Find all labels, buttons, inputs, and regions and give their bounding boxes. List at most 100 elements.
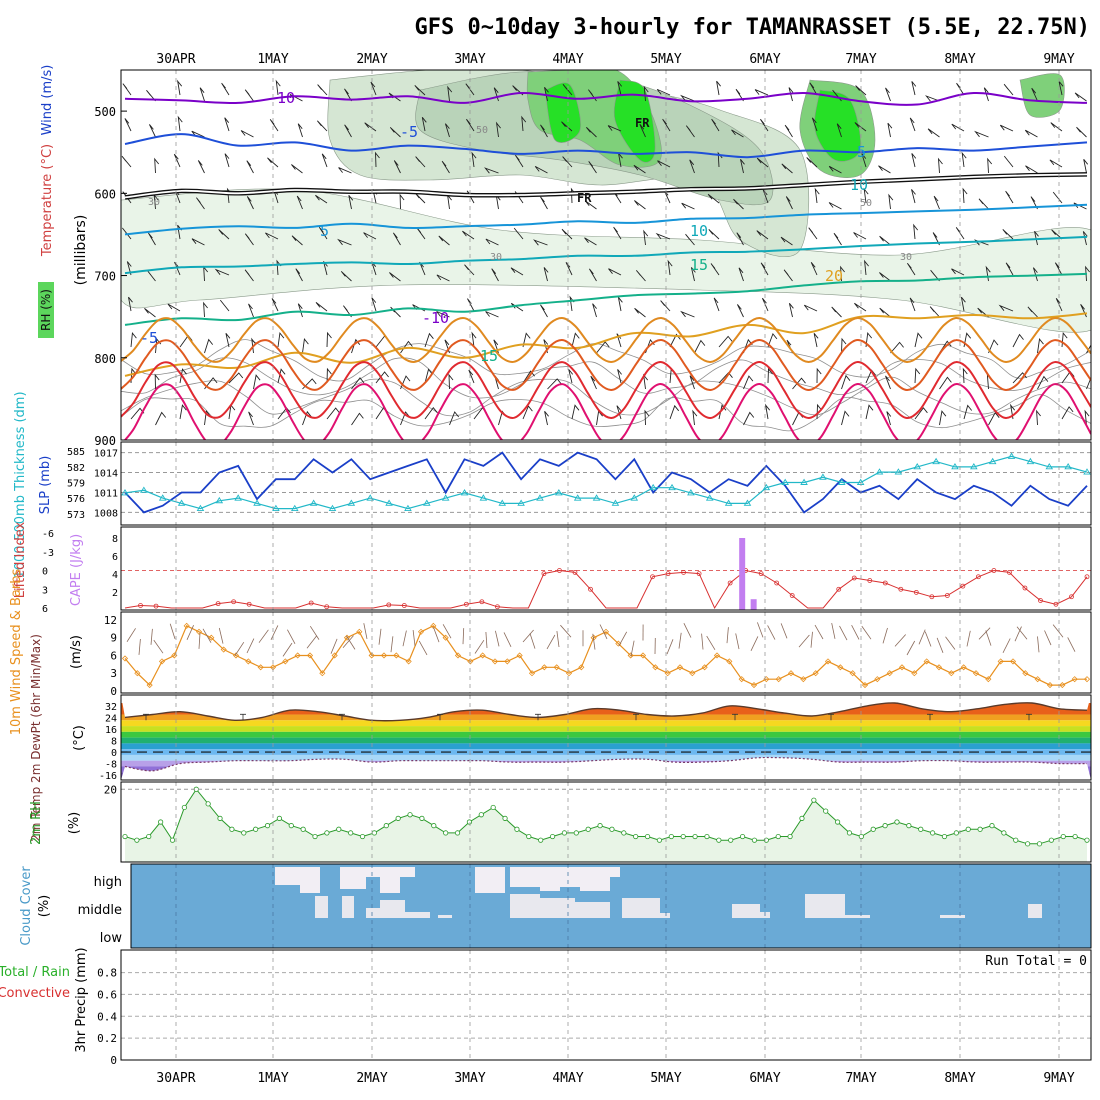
upper-wind-barb xyxy=(130,331,137,348)
wind-speed-point xyxy=(405,658,412,665)
thickness-point xyxy=(705,494,714,501)
rh-shade-region xyxy=(613,79,656,163)
cloud-middle xyxy=(805,894,845,918)
panel-frame-precip xyxy=(120,949,1092,1061)
upper-wind-barb xyxy=(655,232,671,240)
thickness-point xyxy=(724,499,733,506)
wind-speed-point xyxy=(997,658,1004,665)
upper-wind-barb xyxy=(713,297,720,312)
upper-wind-barb xyxy=(1027,306,1038,318)
upper-wind-barb xyxy=(1055,298,1063,312)
rh-point xyxy=(799,815,805,821)
freezing-level-inner xyxy=(124,173,1088,199)
li-point xyxy=(308,600,314,606)
temp-minmax-mark xyxy=(437,713,443,721)
upper-wind-barb xyxy=(865,331,873,348)
upper-wind-barb xyxy=(148,124,156,138)
thickness-point xyxy=(121,489,129,496)
wind-speed-point xyxy=(1034,676,1041,683)
upper-wind-barb xyxy=(533,239,548,246)
upper-wind-barb xyxy=(196,197,205,210)
upper-wind-barb xyxy=(1049,159,1063,168)
upper-wind-barb xyxy=(399,193,405,210)
wind-speed-point xyxy=(1046,682,1054,689)
wind-barb xyxy=(798,634,810,648)
wind-barb xyxy=(882,627,888,644)
upper-wind-barb xyxy=(562,156,573,168)
upper-wind-barb xyxy=(297,123,303,138)
isotherm-label: 10 xyxy=(690,222,708,240)
upper-wind-barb xyxy=(914,332,923,348)
upper-wind-barb xyxy=(760,262,769,276)
thickness-point xyxy=(423,499,431,506)
cloud-high xyxy=(340,867,366,889)
upper-wind-barb xyxy=(154,373,160,390)
li-point xyxy=(246,601,252,607)
upper-wind-barb xyxy=(596,341,610,354)
wind-speed-point xyxy=(763,676,770,683)
wind-barb xyxy=(198,632,201,649)
rh-contour-line xyxy=(121,394,1091,432)
thickness-point xyxy=(404,504,412,512)
upper-wind-barb xyxy=(467,298,475,312)
upper-wind-barb xyxy=(760,118,769,132)
rh-point xyxy=(1001,830,1007,836)
wind-speed-point xyxy=(121,655,129,662)
temp-band xyxy=(121,743,1091,750)
wind-ytick: 12 xyxy=(104,614,117,627)
upper-wind-barb xyxy=(960,296,966,312)
upper-wind-barb xyxy=(543,267,549,282)
date-label-top: 9MAY xyxy=(1043,52,1074,67)
thickness-point xyxy=(762,483,771,491)
isotherm-5 xyxy=(124,203,1088,236)
upper-wind-barb xyxy=(694,339,706,354)
upper-wind-barb xyxy=(590,375,597,390)
rh-point xyxy=(205,801,211,807)
upper-wind-barb xyxy=(613,226,622,240)
wind-barb xyxy=(750,636,759,651)
upper-wind-barb xyxy=(617,369,622,384)
wind-speed-point xyxy=(874,676,881,683)
cloud-high xyxy=(400,867,415,877)
upper-wind-barb xyxy=(962,187,968,204)
upper-wind-barb xyxy=(321,153,328,168)
thickness-point xyxy=(1045,462,1054,470)
upper-wind-barb xyxy=(344,88,352,102)
thickness-ytick: 579 xyxy=(67,479,85,490)
upper-wind-barb xyxy=(828,165,842,174)
li-ytick: -6 xyxy=(42,529,54,540)
cloud-level-label: low xyxy=(100,931,123,946)
panel-frame-temp xyxy=(120,694,1092,781)
wind-barb xyxy=(153,639,164,654)
cape-axis-title: CAPE (J/kg) xyxy=(69,534,84,606)
li-point xyxy=(789,593,795,598)
thickness-line xyxy=(124,455,1088,510)
thickness-point xyxy=(177,499,186,506)
rh-point xyxy=(787,833,793,840)
li-point xyxy=(898,586,904,592)
upper-wind-barb xyxy=(121,155,132,168)
upper-wind-barb xyxy=(1030,196,1038,210)
upper-wind-barb xyxy=(326,367,332,384)
cloud-high xyxy=(540,867,560,891)
date-label-top: 4MAY xyxy=(552,52,583,67)
wind-speed-point xyxy=(800,676,807,683)
wind-speed-point xyxy=(898,664,906,671)
wind-barb xyxy=(757,622,764,638)
upper-wind-barb xyxy=(1076,126,1087,138)
wind-barb xyxy=(851,625,860,640)
wind-barb xyxy=(894,634,906,647)
li-point xyxy=(696,571,702,577)
wind-speed-point xyxy=(664,670,671,677)
upper-wind-barb xyxy=(809,82,818,96)
rh-point xyxy=(383,823,389,829)
upper-wind-barb xyxy=(246,196,254,210)
rh-point xyxy=(359,833,366,840)
upper-wind-barb xyxy=(485,311,499,318)
li-line xyxy=(124,569,1088,610)
temp-ytick: 16 xyxy=(105,725,117,736)
upper-wind-barb xyxy=(522,332,531,348)
date-label-top: 6MAY xyxy=(749,52,780,67)
rh-point xyxy=(264,823,271,829)
wind10m-axis-title: 10m Wind Speed & Barbs xyxy=(9,569,24,736)
